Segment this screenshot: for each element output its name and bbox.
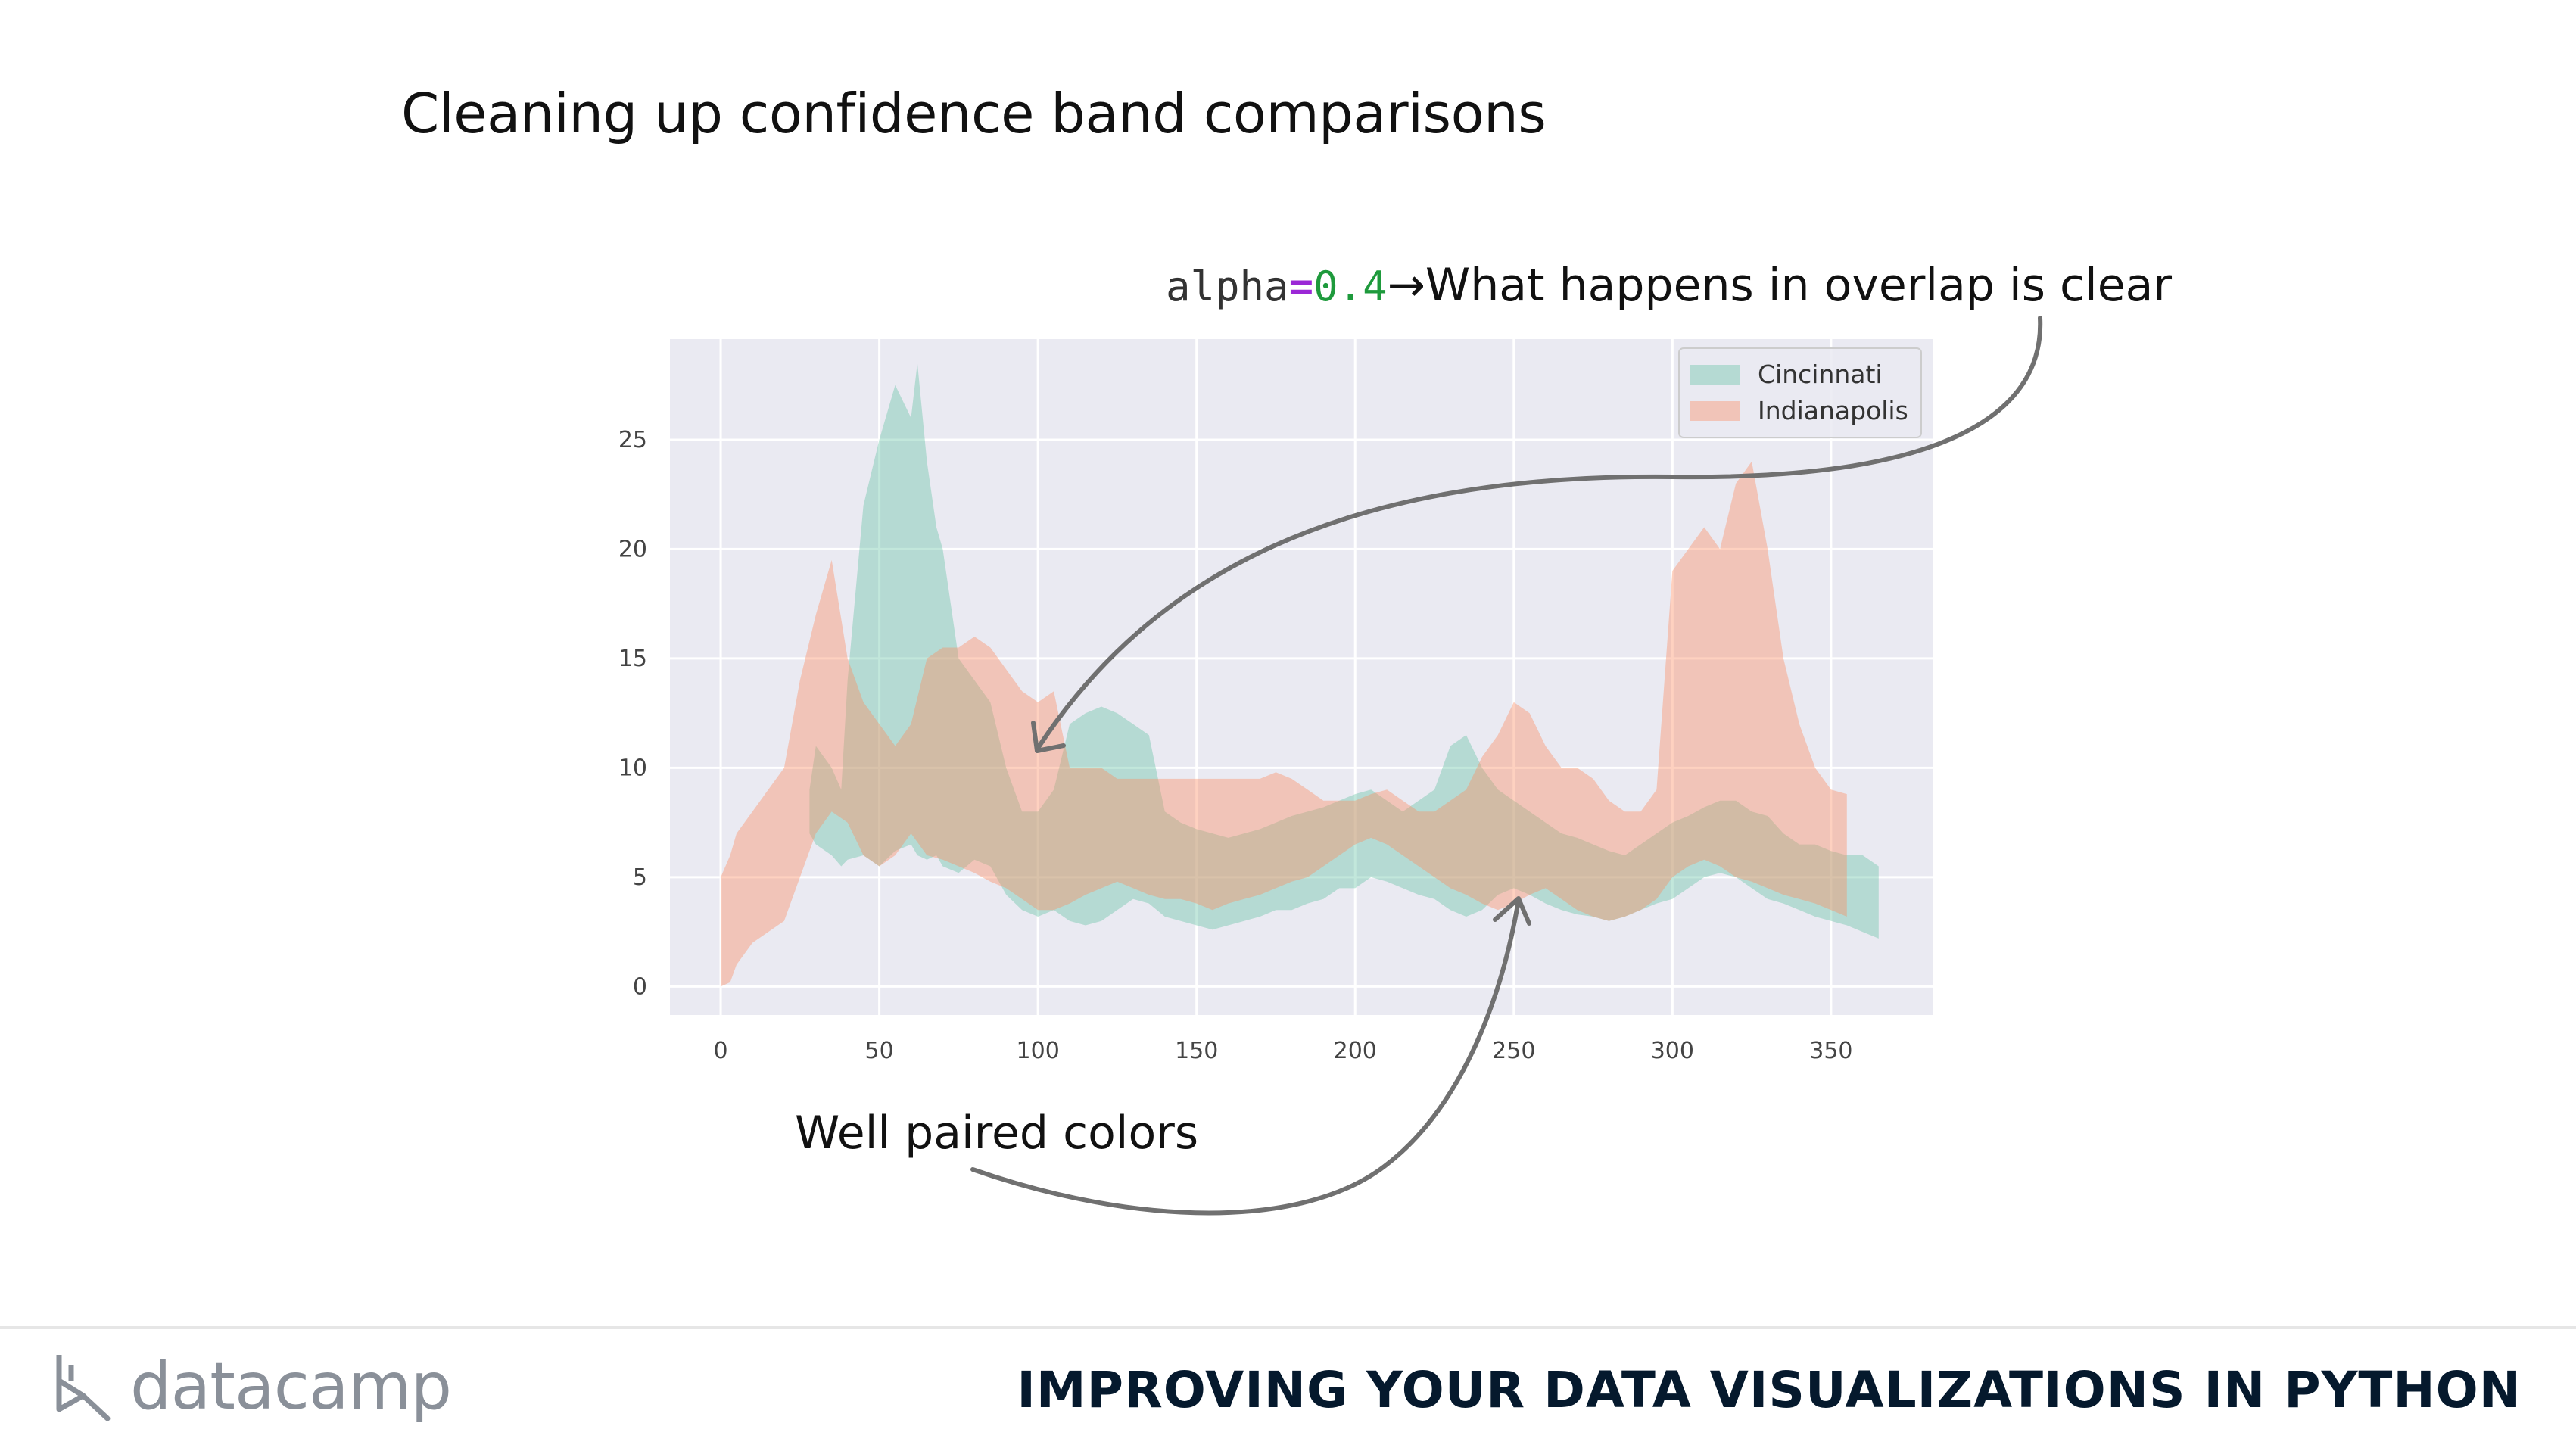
arrow-overlap [1035, 316, 2043, 752]
y-tick-label: 15 [618, 646, 647, 672]
band-cincinnati [809, 363, 1879, 939]
arrow-overlap-head [1031, 721, 1066, 753]
x-tick-label: 250 [1492, 1038, 1535, 1064]
y-axis: 0 5 10 15 20 25 [618, 427, 647, 1000]
y-tick-label: 20 [618, 536, 647, 562]
confidence-bands [721, 363, 1879, 987]
x-tick-label: 200 [1334, 1038, 1377, 1064]
footer-divider [0, 1326, 2576, 1329]
band-indianapolis [721, 461, 1847, 987]
x-tick-label: 300 [1651, 1038, 1694, 1064]
annotation-arrow-glyph: → [1387, 259, 1425, 312]
y-tick-label: 10 [618, 755, 647, 781]
x-tick-label: 350 [1809, 1038, 1852, 1064]
x-tick-label: 50 [865, 1038, 894, 1064]
legend-swatch-cincinnati [1690, 365, 1740, 385]
brand-name: datacamp [130, 1349, 452, 1425]
arrow-colors [970, 902, 1520, 1216]
course-title: IMPROVING YOUR DATA VISUALIZATIONS IN PY… [1017, 1361, 2521, 1419]
code-name: alpha [1166, 263, 1289, 310]
legend-swatch-indianapolis [1690, 401, 1740, 421]
x-tick-label: 150 [1175, 1038, 1218, 1064]
x-tick-label: 0 [714, 1038, 728, 1064]
annotation-colors: Well paired colors [795, 1107, 1199, 1160]
annotation-alpha: alpha=0.4→What happens in overlap is cle… [1166, 259, 2172, 312]
datacamp-logo-icon [56, 1355, 111, 1421]
slide-title: Cleaning up confidence band comparisons [401, 82, 1547, 145]
legend-label-indianapolis: Indianapolis [1758, 396, 1908, 425]
datacamp-logo: datacamp [53, 1349, 452, 1425]
code-value: 0.4 [1313, 263, 1388, 310]
grid [670, 339, 1933, 1015]
arrow-colors-head [1493, 896, 1531, 926]
annotation-arrows [970, 316, 2043, 1216]
code-operator: = [1288, 263, 1314, 310]
legend-label-cincinnati: Cincinnati [1758, 360, 1883, 389]
code-snippet: alpha=0.4 [1166, 263, 1388, 310]
x-axis: 0 50 100 150 200 250 300 350 [714, 1038, 1853, 1064]
y-tick-label: 5 [633, 864, 647, 891]
y-tick-label: 0 [633, 973, 647, 1000]
annotation-top-text: What happens in overlap is clear [1425, 259, 2173, 312]
legend-box [1678, 347, 1922, 438]
x-tick-label: 100 [1017, 1038, 1060, 1064]
legend: Cincinnati Indianapolis [1678, 347, 1922, 438]
y-tick-label: 25 [618, 427, 647, 453]
